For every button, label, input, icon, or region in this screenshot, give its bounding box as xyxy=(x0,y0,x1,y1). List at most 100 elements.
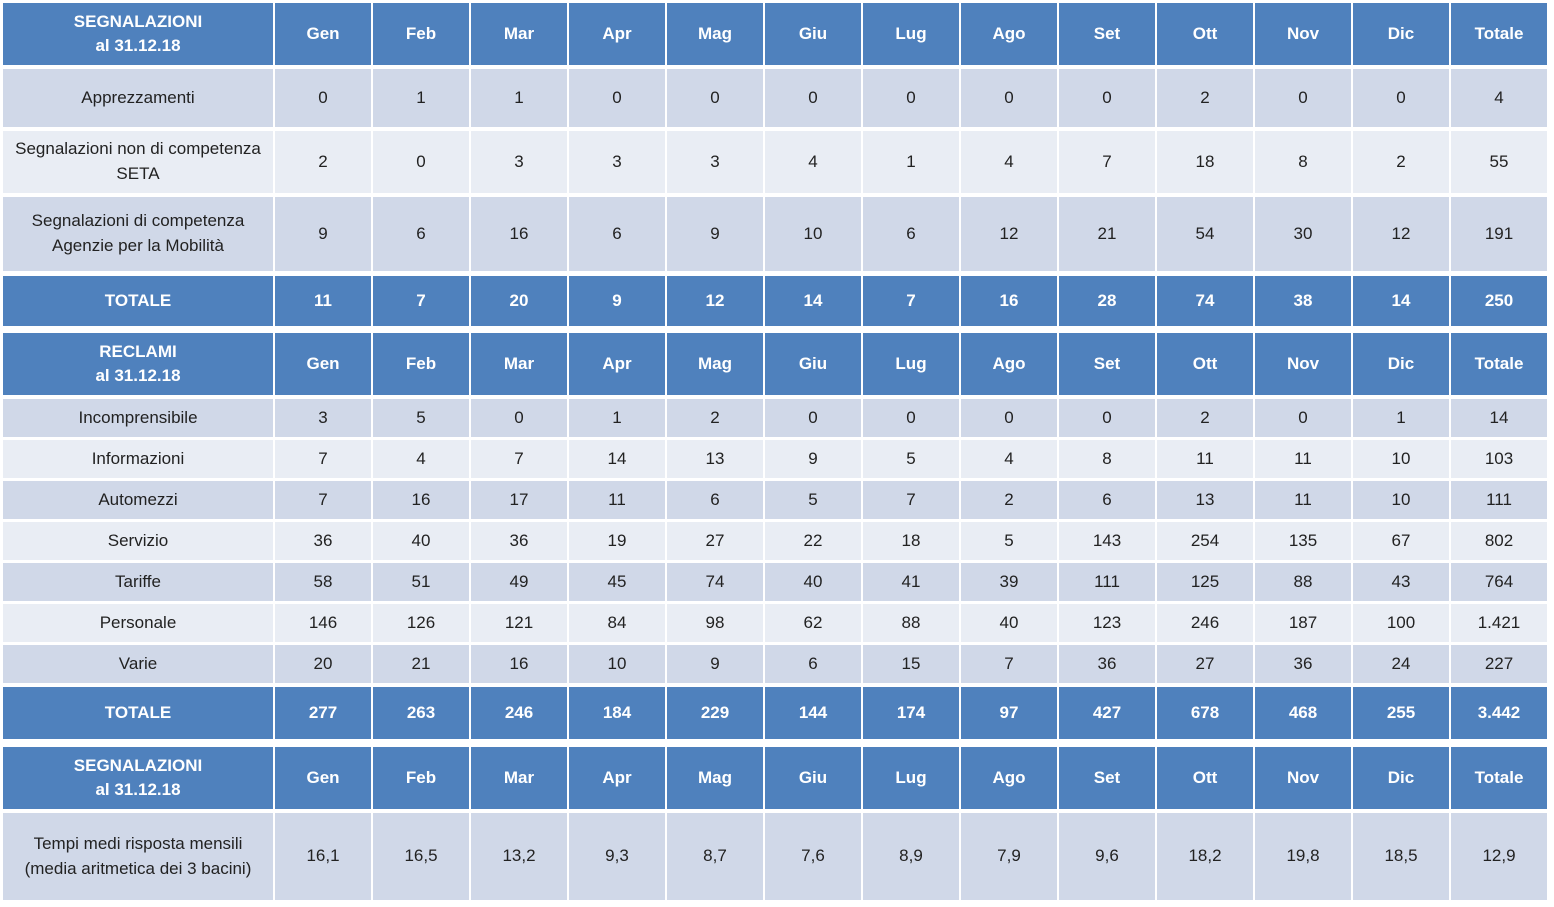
header-cell: Dic xyxy=(1353,747,1449,809)
data-cell: 18 xyxy=(863,522,959,560)
total-cell: 14 xyxy=(1353,276,1449,326)
data-cell: 4 xyxy=(1451,69,1547,127)
header-cell: Totale xyxy=(1451,333,1547,395)
data-cell: 9 xyxy=(275,197,371,271)
row-label: Incomprensibile xyxy=(3,399,273,437)
data-cell: 5 xyxy=(765,481,861,519)
header-cell: Gen xyxy=(275,3,371,65)
data-cell: 36 xyxy=(471,522,567,560)
data-cell: 49 xyxy=(471,563,567,601)
header-cell: Giu xyxy=(765,333,861,395)
data-cell: 74 xyxy=(667,563,763,601)
data-cell: 0 xyxy=(765,399,861,437)
header-cell: Feb xyxy=(373,333,469,395)
total-cell: 3.442 xyxy=(1451,687,1547,739)
header-cell: Set xyxy=(1059,747,1155,809)
row-label: Tempi medi risposta mensili (media aritm… xyxy=(3,813,273,900)
data-cell: 19,8 xyxy=(1255,813,1351,900)
data-cell: 14 xyxy=(1451,399,1547,437)
data-cell: 45 xyxy=(569,563,665,601)
data-cell: 246 xyxy=(1157,604,1253,642)
data-cell: 3 xyxy=(667,131,763,193)
total-cell: 7 xyxy=(863,276,959,326)
total-cell: 255 xyxy=(1353,687,1449,739)
data-cell: 16,5 xyxy=(373,813,469,900)
data-cell: 8,7 xyxy=(667,813,763,900)
total-cell: 263 xyxy=(373,687,469,739)
data-cell: 2 xyxy=(1157,399,1253,437)
data-cell: 0 xyxy=(373,131,469,193)
data-cell: 0 xyxy=(1059,69,1155,127)
data-cell: 51 xyxy=(373,563,469,601)
data-cell: 6 xyxy=(1059,481,1155,519)
header-cell: SEGNALAZIONI al 31.12.18 xyxy=(3,3,273,65)
row-label: Varie xyxy=(3,645,273,683)
header-cell: Mar xyxy=(471,747,567,809)
data-cell: 227 xyxy=(1451,645,1547,683)
data-cell: 0 xyxy=(667,69,763,127)
data-cell: 88 xyxy=(1255,563,1351,601)
header-cell: Apr xyxy=(569,333,665,395)
data-cell: 3 xyxy=(569,131,665,193)
total-cell: 246 xyxy=(471,687,567,739)
data-cell: 24 xyxy=(1353,645,1449,683)
data-cell: 10 xyxy=(1353,440,1449,478)
total-cell: 144 xyxy=(765,687,861,739)
total-cell: 20 xyxy=(471,276,567,326)
header-cell: Ott xyxy=(1157,3,1253,65)
data-cell: 764 xyxy=(1451,563,1547,601)
data-cell: 0 xyxy=(1353,69,1449,127)
data-cell: 27 xyxy=(1157,645,1253,683)
data-cell: 4 xyxy=(961,131,1057,193)
data-cell: 43 xyxy=(1353,563,1449,601)
data-cell: 21 xyxy=(373,645,469,683)
data-cell: 2 xyxy=(1353,131,1449,193)
data-cell: 18 xyxy=(1157,131,1253,193)
header-cell: Ago xyxy=(961,747,1057,809)
data-cell: 30 xyxy=(1255,197,1351,271)
header-cell: Nov xyxy=(1255,3,1351,65)
data-cell: 7 xyxy=(471,440,567,478)
data-cell: 111 xyxy=(1059,563,1155,601)
data-cell: 2 xyxy=(275,131,371,193)
data-cell: 10 xyxy=(569,645,665,683)
data-cell: 16 xyxy=(471,197,567,271)
data-cell: 11 xyxy=(569,481,665,519)
data-cell: 12 xyxy=(1353,197,1449,271)
header-cell: Dic xyxy=(1353,333,1449,395)
data-cell: 7 xyxy=(961,645,1057,683)
total-cell: 9 xyxy=(569,276,665,326)
header-cell: Ott xyxy=(1157,333,1253,395)
header-cell: Feb xyxy=(373,747,469,809)
data-cell: 11 xyxy=(1255,481,1351,519)
data-cell: 0 xyxy=(863,399,959,437)
data-cell: 6 xyxy=(863,197,959,271)
data-cell: 58 xyxy=(275,563,371,601)
data-cell: 1 xyxy=(471,69,567,127)
data-cell: 17 xyxy=(471,481,567,519)
header-cell: Ago xyxy=(961,333,1057,395)
data-cell: 802 xyxy=(1451,522,1547,560)
data-cell: 13,2 xyxy=(471,813,567,900)
data-cell: 111 xyxy=(1451,481,1547,519)
data-cell: 0 xyxy=(961,399,1057,437)
row-label: Segnalazioni di competenza Agenzie per l… xyxy=(3,197,273,271)
data-cell: 39 xyxy=(961,563,1057,601)
data-cell: 18,5 xyxy=(1353,813,1449,900)
header-cell: Dic xyxy=(1353,3,1449,65)
data-cell: 1.421 xyxy=(1451,604,1547,642)
header-cell: Lug xyxy=(863,3,959,65)
total-cell: TOTALE xyxy=(3,276,273,326)
data-cell: 125 xyxy=(1157,563,1253,601)
header-cell: Gen xyxy=(275,747,371,809)
header-cell: Ott xyxy=(1157,747,1253,809)
data-cell: 5 xyxy=(373,399,469,437)
row-label: Informazioni xyxy=(3,440,273,478)
header-cell: Mag xyxy=(667,747,763,809)
data-cell: 9,3 xyxy=(569,813,665,900)
data-cell: 5 xyxy=(961,522,1057,560)
data-cell: 7 xyxy=(1059,131,1155,193)
header-cell: Set xyxy=(1059,3,1155,65)
data-cell: 254 xyxy=(1157,522,1253,560)
header-cell: Mag xyxy=(667,333,763,395)
